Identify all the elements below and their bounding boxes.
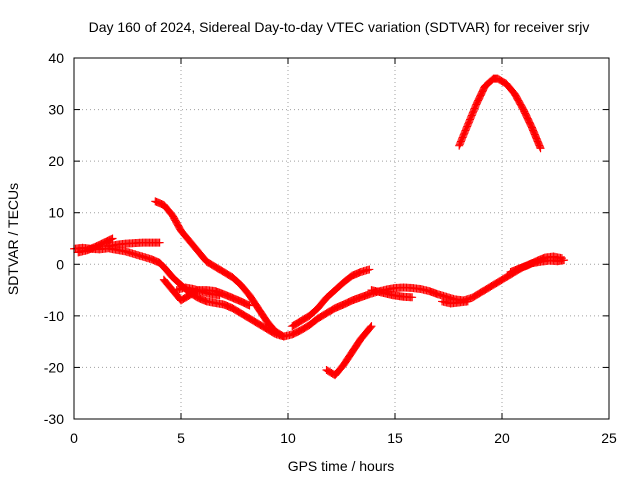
series-track-c — [104, 238, 164, 251]
data-point — [245, 301, 254, 310]
y-tick-label: -30 — [44, 411, 64, 427]
data-point — [366, 323, 375, 332]
data-point — [557, 254, 566, 263]
data-point — [215, 291, 224, 300]
y-tick-label: 0 — [56, 256, 64, 272]
chart-title: Day 160 of 2024, Sidereal Day-to-day VTE… — [89, 19, 590, 35]
plot-area — [70, 74, 569, 380]
series-track-h — [322, 322, 376, 380]
data-point — [365, 265, 374, 274]
data-point — [108, 234, 117, 243]
series-track-k — [438, 297, 472, 308]
grid — [74, 58, 609, 419]
ticks: 0 5 10 15 20 25 -30 -20 -10 0 10 20 30 40 — [44, 50, 617, 446]
y-axis-label: SDTVAR / TECUs — [5, 183, 21, 295]
series-track-d — [151, 197, 288, 341]
x-tick-label: 20 — [494, 430, 510, 446]
x-tick-label: 25 — [601, 430, 617, 446]
x-tick-label: 5 — [177, 430, 185, 446]
y-tick-label: -10 — [44, 308, 64, 324]
data-point — [367, 322, 376, 331]
series-track-g — [288, 265, 374, 331]
data-point — [463, 297, 472, 306]
y-tick-label: 10 — [48, 205, 64, 221]
x-axis-label: GPS time / hours — [288, 458, 395, 474]
data-point — [278, 331, 287, 340]
series-track-j — [367, 286, 417, 302]
series-track-l — [506, 252, 566, 277]
data-point — [408, 293, 417, 302]
y-tick-label: 20 — [48, 153, 64, 169]
series-track-i — [455, 74, 545, 153]
y-tick-label: 30 — [48, 102, 64, 118]
series-track-f — [172, 283, 224, 300]
data-point — [279, 332, 288, 341]
y-tick-label: -20 — [44, 359, 64, 375]
data-point — [155, 238, 164, 247]
plot-frame — [73, 57, 610, 420]
series-track-a — [70, 243, 569, 341]
y-tick-label: 40 — [48, 50, 64, 66]
x-tick-label: 0 — [70, 430, 78, 446]
x-tick-label: 10 — [280, 430, 296, 446]
x-tick-label: 15 — [387, 430, 403, 446]
data-point — [536, 144, 545, 153]
